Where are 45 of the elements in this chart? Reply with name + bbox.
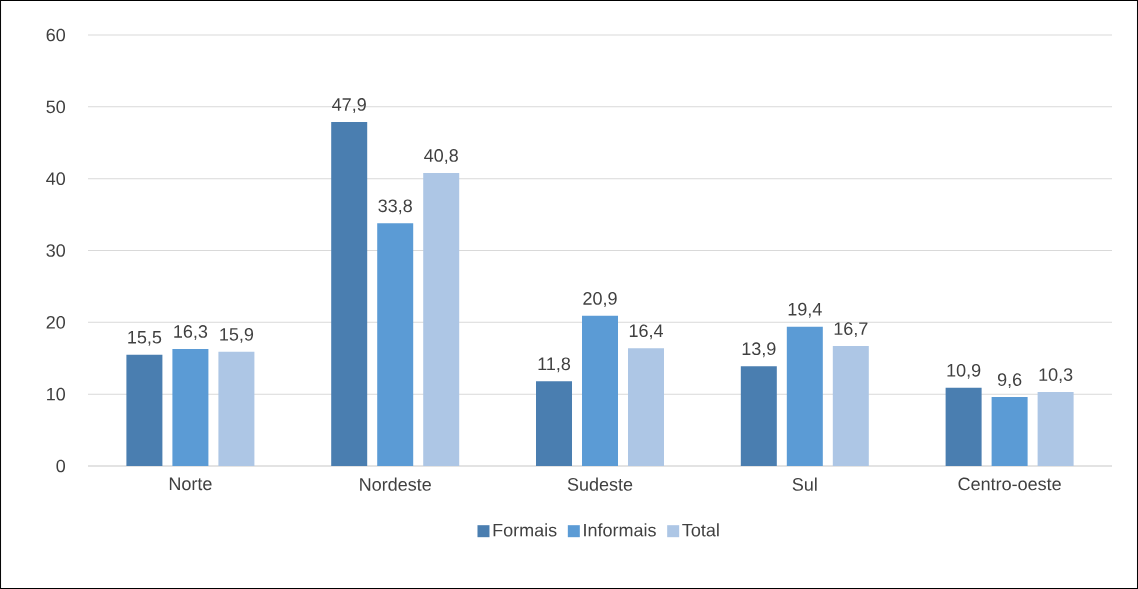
y-tick-label: 10	[47, 387, 66, 401]
y-tick-label: 0	[56, 459, 66, 473]
bar	[536, 381, 573, 466]
bar	[423, 172, 460, 466]
data-label: 13,9	[742, 342, 776, 358]
data-label: 16,7	[834, 322, 868, 338]
bar	[740, 366, 777, 466]
x-tick-label: Sul	[792, 477, 817, 491]
data-label: 47,9	[332, 98, 366, 113]
data-label: 40,8	[424, 149, 458, 164]
bar	[582, 315, 619, 466]
legend-label: Informais	[584, 523, 656, 537]
y-tick-label: 20	[46, 315, 66, 329]
x-tick-label: Norte	[169, 477, 212, 491]
data-label: 16,4	[629, 324, 663, 340]
data-label: 20,9	[583, 292, 617, 307]
bar	[172, 348, 209, 466]
legend-label: Total	[682, 523, 719, 537]
data-label: 19,4	[788, 302, 822, 318]
bar	[1037, 392, 1074, 466]
bar	[991, 397, 1028, 466]
x-tick-label: Nordeste	[360, 477, 431, 491]
y-tick-label: 50	[46, 100, 66, 114]
bar	[786, 326, 823, 466]
bar	[628, 348, 665, 466]
data-label: 15,5	[128, 331, 162, 346]
bar	[832, 346, 869, 466]
legend-label: Formais	[493, 523, 557, 537]
bar	[218, 351, 255, 466]
y-tick-label: 60	[46, 28, 66, 42]
bar	[126, 354, 163, 466]
data-label: 33,8	[378, 199, 412, 215]
bar	[945, 387, 982, 466]
data-label: 16,3	[174, 325, 208, 340]
data-label: 11,8	[538, 357, 571, 373]
data-label: 15,9	[220, 327, 254, 343]
data-label: 10,3	[1039, 368, 1073, 384]
x-tick-label: Centro-oeste	[958, 477, 1061, 491]
data-label: 9,6	[997, 373, 1022, 389]
bar	[331, 121, 368, 466]
bar	[377, 223, 414, 466]
data-label: 10,9	[947, 363, 981, 379]
y-tick-label: 30	[46, 244, 66, 257]
y-tick-label: 40	[46, 172, 66, 186]
x-tick-label: Sudeste	[567, 477, 633, 491]
